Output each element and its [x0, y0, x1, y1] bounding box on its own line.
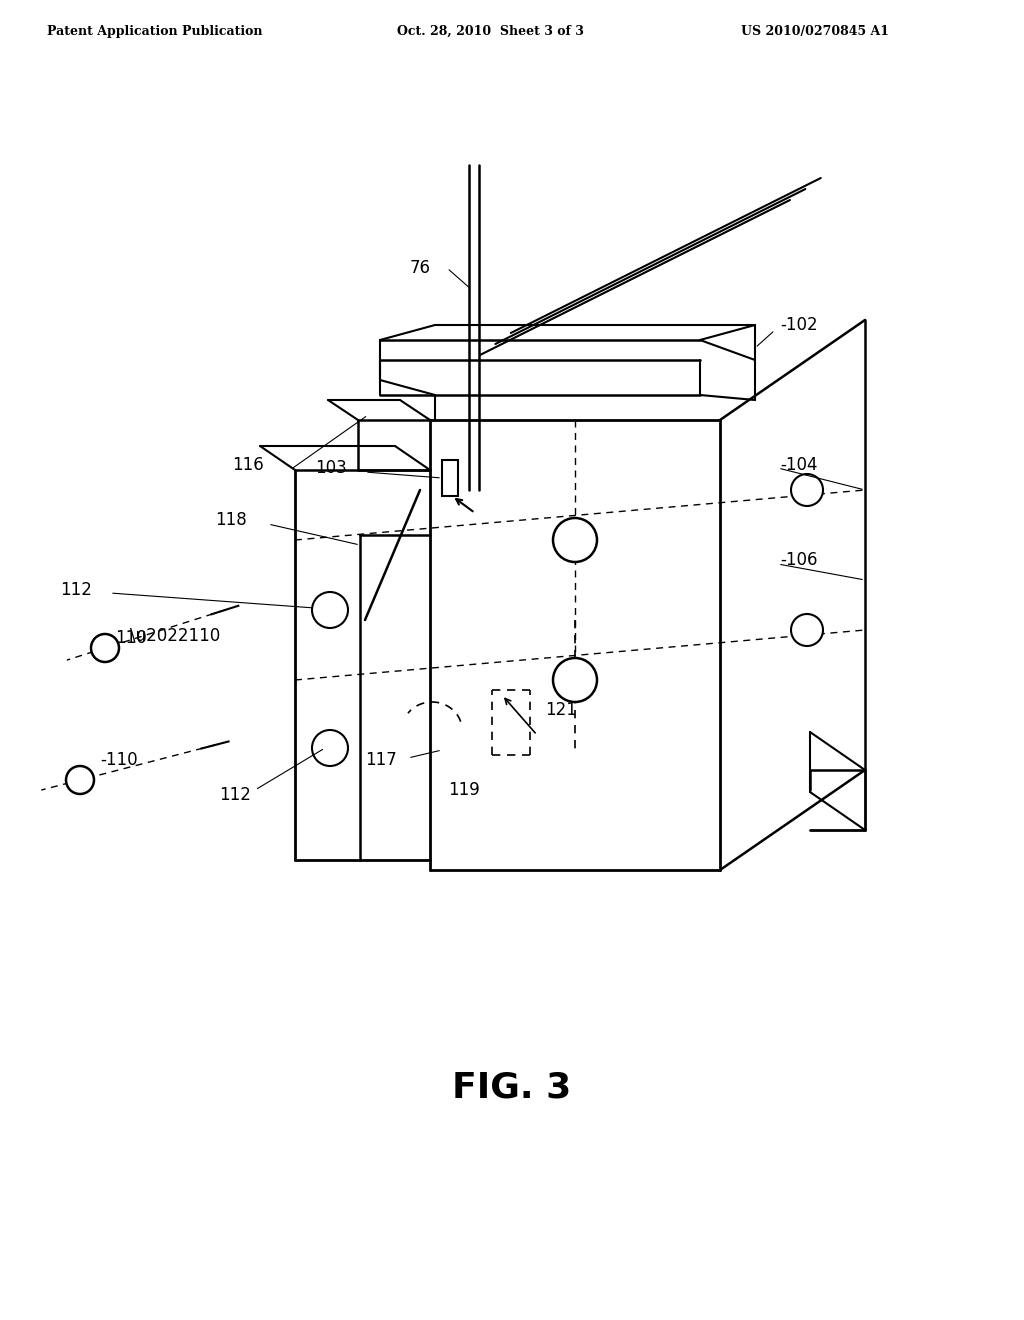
Text: 110: 110: [115, 630, 146, 647]
Text: 112: 112: [219, 785, 251, 804]
Bar: [442, 459, 458, 496]
Circle shape: [553, 517, 597, 562]
Text: -104: -104: [780, 455, 817, 474]
Text: 112: 112: [60, 581, 92, 599]
Text: -110: -110: [100, 751, 137, 770]
Text: 76: 76: [410, 259, 431, 277]
Circle shape: [312, 730, 348, 766]
Text: 117: 117: [365, 751, 396, 770]
Text: -106: -106: [780, 550, 817, 569]
Text: US 2010/0270845 A1: US 2010/0270845 A1: [741, 25, 889, 38]
Text: \u2022110: \u2022110: [130, 627, 220, 645]
Text: 116: 116: [232, 455, 264, 474]
Text: 103: 103: [315, 459, 347, 477]
Text: FIG. 3: FIG. 3: [453, 1071, 571, 1104]
Circle shape: [791, 614, 823, 645]
Text: 121: 121: [545, 701, 577, 719]
Text: Oct. 28, 2010  Sheet 3 of 3: Oct. 28, 2010 Sheet 3 of 3: [396, 25, 584, 38]
Circle shape: [553, 657, 597, 702]
Text: -102: -102: [780, 315, 817, 334]
Circle shape: [312, 591, 348, 628]
Circle shape: [91, 634, 119, 663]
Circle shape: [66, 766, 94, 795]
Circle shape: [791, 474, 823, 506]
Text: 119: 119: [449, 781, 480, 799]
Text: Patent Application Publication: Patent Application Publication: [47, 25, 263, 38]
Text: 118: 118: [215, 511, 247, 529]
